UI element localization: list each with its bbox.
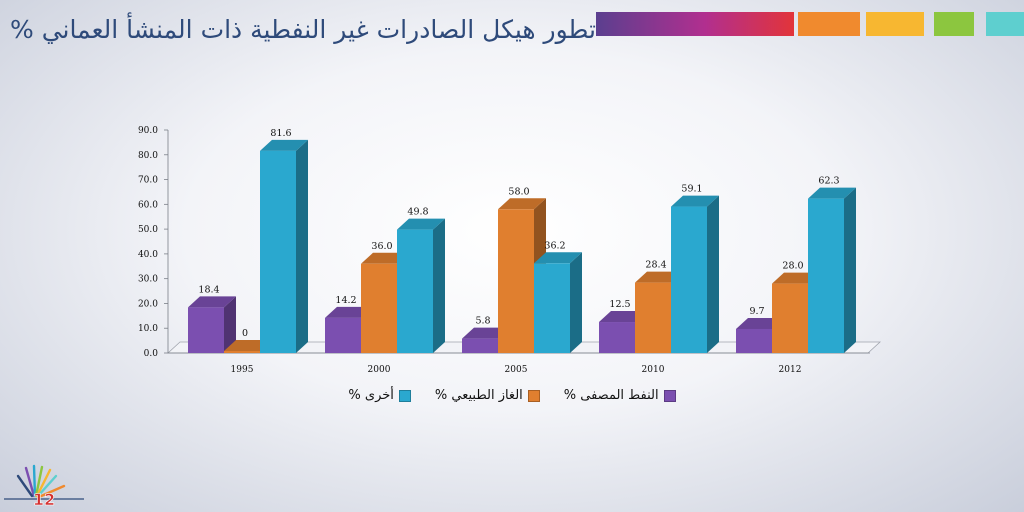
y-tick-label: 60.0 bbox=[138, 200, 158, 210]
legend-item-natural-gas: الغاز الطبيعي % bbox=[435, 388, 540, 403]
bar-side bbox=[707, 195, 719, 353]
data-label: 9.7 bbox=[749, 306, 764, 317]
header-stripe-green bbox=[934, 12, 974, 36]
x-tick-label: 2012 bbox=[779, 365, 802, 375]
data-label: 49.8 bbox=[407, 207, 428, 218]
y-tick-label: 90.0 bbox=[138, 126, 158, 136]
bar-side bbox=[224, 296, 236, 353]
bar bbox=[462, 338, 498, 353]
bar bbox=[325, 317, 361, 353]
y-tick-label: 20.0 bbox=[138, 299, 158, 309]
bar-top bbox=[188, 296, 236, 308]
x-tick-label: 2010 bbox=[642, 365, 665, 375]
data-label: 59.1 bbox=[681, 184, 702, 195]
bar bbox=[224, 351, 260, 353]
legend-item-refined-oil: النفط المصفى % bbox=[564, 388, 676, 403]
bar bbox=[635, 282, 671, 353]
header-gradient-stripe bbox=[596, 12, 794, 36]
y-tick-label: 80.0 bbox=[138, 151, 158, 161]
logo-icon: 12 bbox=[4, 464, 84, 509]
y-tick-label: 0.0 bbox=[144, 349, 159, 359]
data-label: 62.3 bbox=[818, 176, 839, 187]
bar bbox=[498, 209, 534, 353]
y-tick-label: 70.0 bbox=[138, 176, 158, 186]
y-tick-label: 10.0 bbox=[138, 324, 158, 334]
data-label: 36.0 bbox=[371, 241, 392, 252]
bar bbox=[808, 198, 844, 353]
bar-side bbox=[844, 187, 856, 353]
y-tick-label: 30.0 bbox=[138, 275, 158, 285]
x-tick-label: 1995 bbox=[231, 365, 254, 375]
bar-top bbox=[808, 187, 856, 199]
logo-rays bbox=[16, 464, 66, 499]
bar bbox=[534, 263, 570, 353]
header-stripe-teal bbox=[986, 12, 1024, 36]
legend-label: أخرى % bbox=[348, 388, 394, 403]
bar bbox=[671, 206, 707, 353]
legend-label: الغاز الطبيعي % bbox=[434, 388, 523, 403]
legend-swatch bbox=[398, 389, 411, 402]
bar bbox=[361, 263, 397, 353]
header-stripe-yellow bbox=[866, 12, 924, 36]
page-title: تطور هيكل الصادرات غير النفطية ذات المنش… bbox=[10, 15, 596, 44]
bar bbox=[736, 328, 772, 353]
legend-swatch bbox=[663, 389, 676, 402]
bar-top bbox=[534, 252, 582, 264]
x-tick-label: 2005 bbox=[505, 365, 528, 375]
bar-side bbox=[433, 218, 445, 353]
page-number: 12 bbox=[33, 490, 55, 509]
bar bbox=[397, 229, 433, 353]
header-stripe-orange bbox=[798, 12, 860, 36]
data-label: 36.2 bbox=[544, 240, 565, 251]
data-label: 5.8 bbox=[475, 316, 490, 327]
data-label: 58.0 bbox=[508, 186, 529, 197]
bar-top bbox=[397, 218, 445, 230]
data-label: 18.4 bbox=[198, 284, 219, 295]
bar bbox=[772, 283, 808, 353]
legend-label: النفط المصفى % bbox=[563, 388, 659, 403]
bar bbox=[260, 150, 296, 353]
y-tick-label: 40.0 bbox=[138, 250, 158, 260]
data-label: 12.5 bbox=[609, 299, 630, 310]
bar-side bbox=[296, 139, 308, 353]
legend-item-other: أخرى % bbox=[348, 388, 411, 403]
data-label: 28.0 bbox=[782, 261, 803, 272]
data-label: 28.4 bbox=[645, 260, 666, 271]
data-label: 81.6 bbox=[270, 128, 291, 139]
x-tick-label: 2000 bbox=[368, 365, 391, 375]
bar-chart: 0.0 10.0 20.0 30.0 40.0 50.0 60.0 70.0 80.0 90.0 1… bbox=[138, 126, 882, 375]
bar bbox=[188, 307, 224, 353]
data-label: 14.2 bbox=[335, 295, 356, 306]
chart-legend: النفط المصفى % الغاز الطبيعي % أخرى % bbox=[0, 388, 1024, 403]
bar-side bbox=[570, 252, 582, 353]
bar bbox=[599, 322, 635, 353]
bar-top bbox=[260, 139, 308, 151]
bar-top bbox=[498, 198, 546, 210]
legend-swatch bbox=[527, 389, 540, 402]
data-label: 0 bbox=[242, 328, 248, 339]
bar-top bbox=[671, 195, 719, 207]
y-tick-label: 50.0 bbox=[138, 225, 158, 235]
